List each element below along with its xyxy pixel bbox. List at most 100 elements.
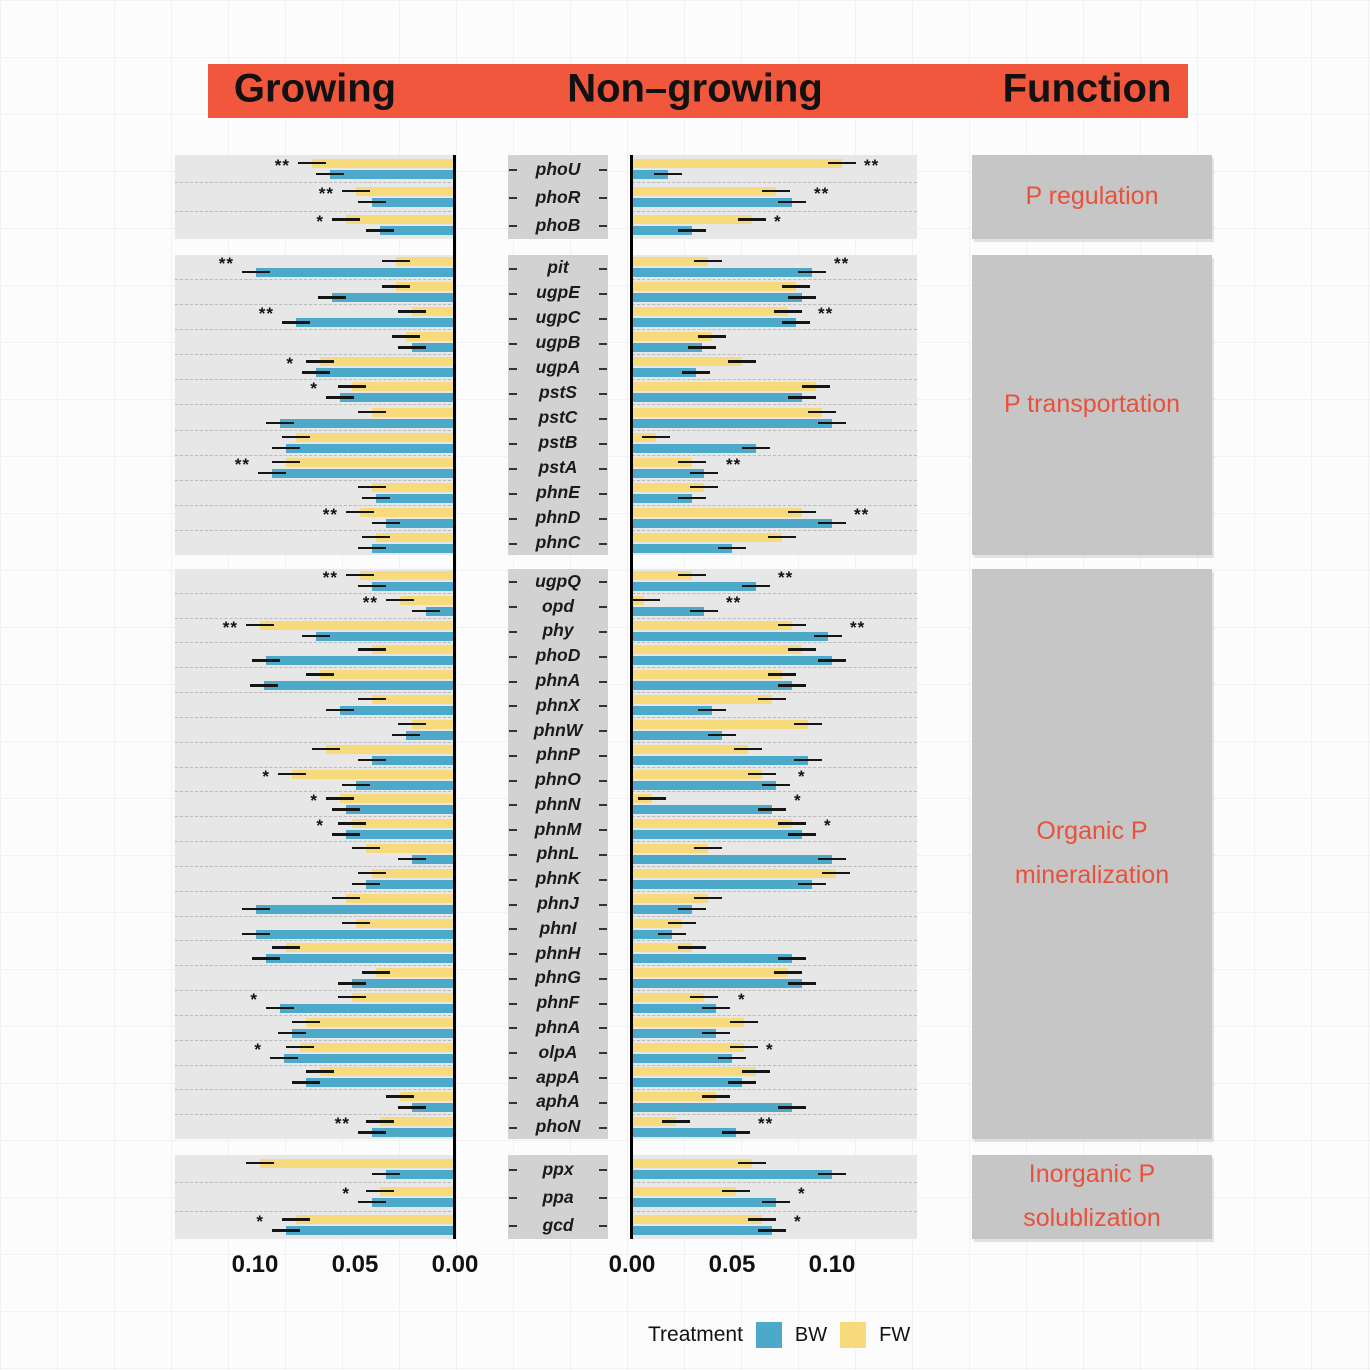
gene-row: ** (175, 617, 456, 643)
error-bar (728, 360, 756, 363)
bar-bw (366, 879, 456, 889)
bar-fw (632, 918, 682, 928)
bar-bw (266, 656, 456, 666)
error-bar (682, 371, 710, 374)
non-growing-y-axis (630, 155, 633, 1239)
error-bar (332, 896, 360, 900)
non-growing-panel: ** ** ** ** (632, 254, 917, 555)
bar-fw (632, 769, 762, 779)
gene-row: * (632, 1182, 917, 1210)
error-bar (694, 260, 722, 263)
bar-bw (632, 493, 692, 503)
chart-area: ** ** * phoU phoR phoB ** ** * P regulation ** ** * *… (0, 155, 1370, 1278)
bar-bw (632, 855, 832, 865)
error-bar (658, 932, 686, 935)
gene-label-row: phnA (508, 668, 608, 693)
error-bar (694, 847, 722, 850)
gene-row: ** (175, 254, 456, 279)
gene-row: * (632, 791, 917, 816)
bar-bw (346, 830, 456, 840)
significance-marker: ** (854, 505, 870, 525)
bar-bw (306, 1078, 456, 1088)
error-bar (252, 659, 280, 662)
bar-bw (632, 318, 796, 328)
gene-row (632, 354, 917, 379)
bar-bw (292, 1028, 456, 1038)
gene-row (175, 741, 456, 767)
bar-bw (632, 343, 702, 353)
significance-marker: ** (758, 1114, 774, 1134)
gene-label: ppa (542, 1186, 574, 1207)
bar-bw (632, 1003, 716, 1013)
function-label: P transportation (1003, 390, 1181, 419)
gene-label-row: gcd (508, 1211, 608, 1239)
bar-bw (352, 979, 456, 989)
gene-label-row: phnX (508, 693, 608, 718)
gene-row: ** (632, 182, 917, 210)
error-bar (358, 1200, 386, 1204)
significance-marker: * (798, 766, 806, 786)
gene-row (632, 741, 917, 767)
non-growing-tick-0.10: 0.10 (808, 1251, 856, 1278)
growing-y-axis (453, 155, 456, 1239)
bar-fw (412, 719, 456, 729)
bar-bw (632, 706, 712, 716)
error-bar (738, 218, 766, 221)
gene-row (632, 940, 917, 965)
gene-label-row: phnH (508, 941, 608, 966)
error-bar (398, 346, 426, 349)
gene-row: * (175, 766, 456, 792)
gene-row: ** (632, 254, 917, 279)
gene-row (175, 915, 456, 941)
error-bar (342, 783, 370, 786)
error-bar (690, 485, 718, 489)
bar-fw (632, 819, 792, 829)
bar-fw (406, 332, 456, 342)
bar-fw (372, 645, 456, 655)
gene-label-row: phnF (508, 990, 608, 1015)
gene-label: phnO (535, 769, 581, 790)
gene-label: phnA (535, 670, 581, 691)
gene-row: * (175, 816, 456, 841)
gene-label-row: ppx (508, 1155, 608, 1183)
gene-row: * (632, 990, 917, 1015)
gene-row (632, 965, 917, 990)
error-bar (788, 510, 816, 514)
error-bar (346, 573, 374, 577)
error-bar (728, 1081, 756, 1084)
error-bar (748, 1218, 776, 1221)
bar-bw (632, 1103, 792, 1113)
bar-bw (386, 1169, 456, 1179)
bar-bw (264, 681, 456, 691)
error-bar (778, 1106, 806, 1109)
gene-label: phnI (539, 917, 577, 938)
bar-fw (346, 215, 456, 225)
gene-row (632, 716, 917, 742)
bar-fw (372, 482, 456, 492)
error-bar (794, 722, 822, 726)
bar-fw (360, 507, 456, 517)
error-bar (742, 1070, 770, 1073)
bar-bw (280, 1003, 456, 1013)
bar-fw (400, 595, 456, 605)
error-bar (312, 747, 340, 751)
bar-fw (320, 670, 456, 680)
bar-bw (346, 805, 456, 815)
gene-row (175, 479, 456, 505)
error-bar (382, 285, 410, 288)
error-bar (412, 609, 440, 613)
gene-row (175, 1155, 456, 1182)
bar-fw (380, 1186, 456, 1196)
chart-groups: ** ** * phoU phoR phoB ** ** * P regulation ** ** * *… (0, 155, 1370, 1239)
error-bar (668, 921, 696, 924)
bar-bw (632, 393, 802, 403)
error-bar (398, 310, 426, 313)
non-growing-tick-0.05: 0.05 (708, 1251, 756, 1278)
gene-row: ** (632, 304, 917, 329)
gene-label-row: opd (508, 594, 608, 619)
error-bar (272, 1229, 300, 1232)
bar-bw (632, 879, 812, 889)
gene-label-row: aphA (508, 1089, 608, 1114)
error-bar (332, 218, 360, 221)
gene-row (175, 1089, 456, 1114)
